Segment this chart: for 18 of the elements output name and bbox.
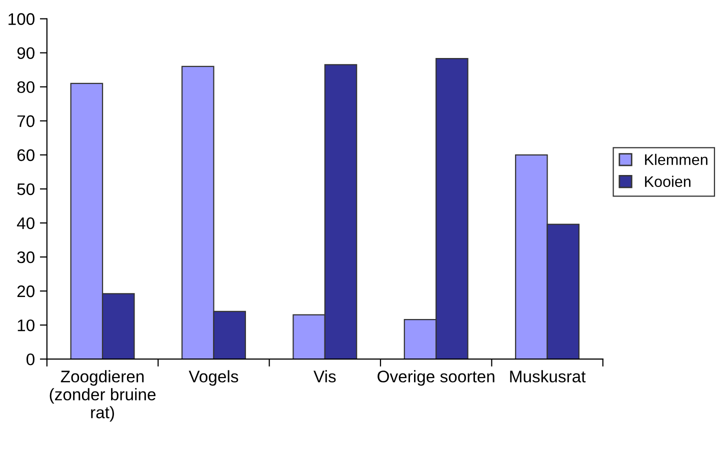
y-tick-label: 20 xyxy=(17,285,34,298)
legend-label: Kooien xyxy=(645,176,690,188)
y-tick-label: 80 xyxy=(17,81,34,94)
y-tick-label: 40 xyxy=(16,217,34,230)
y-tick-label: 30 xyxy=(17,251,34,264)
x-tick-label: Zoogdieren (zonder bruine rat) xyxy=(50,370,156,422)
y-tick-label: 50 xyxy=(17,183,34,196)
legend-label: Klemmen xyxy=(645,154,708,166)
x-tick-label: Vis xyxy=(314,370,336,382)
x-tick-label: Overige soorten xyxy=(378,370,494,386)
y-tick-label: 10 xyxy=(18,319,34,332)
y-tick-label: 100 xyxy=(8,13,34,25)
y-tick-label: 60 xyxy=(17,149,34,162)
y-tick-label: 90 xyxy=(17,47,34,60)
x-tick-label: Muskusrat xyxy=(510,370,586,382)
y-tick-label: 70 xyxy=(17,115,34,128)
x-tick-label: Vogels xyxy=(188,370,238,386)
y-tick-label: 0 xyxy=(26,353,34,366)
